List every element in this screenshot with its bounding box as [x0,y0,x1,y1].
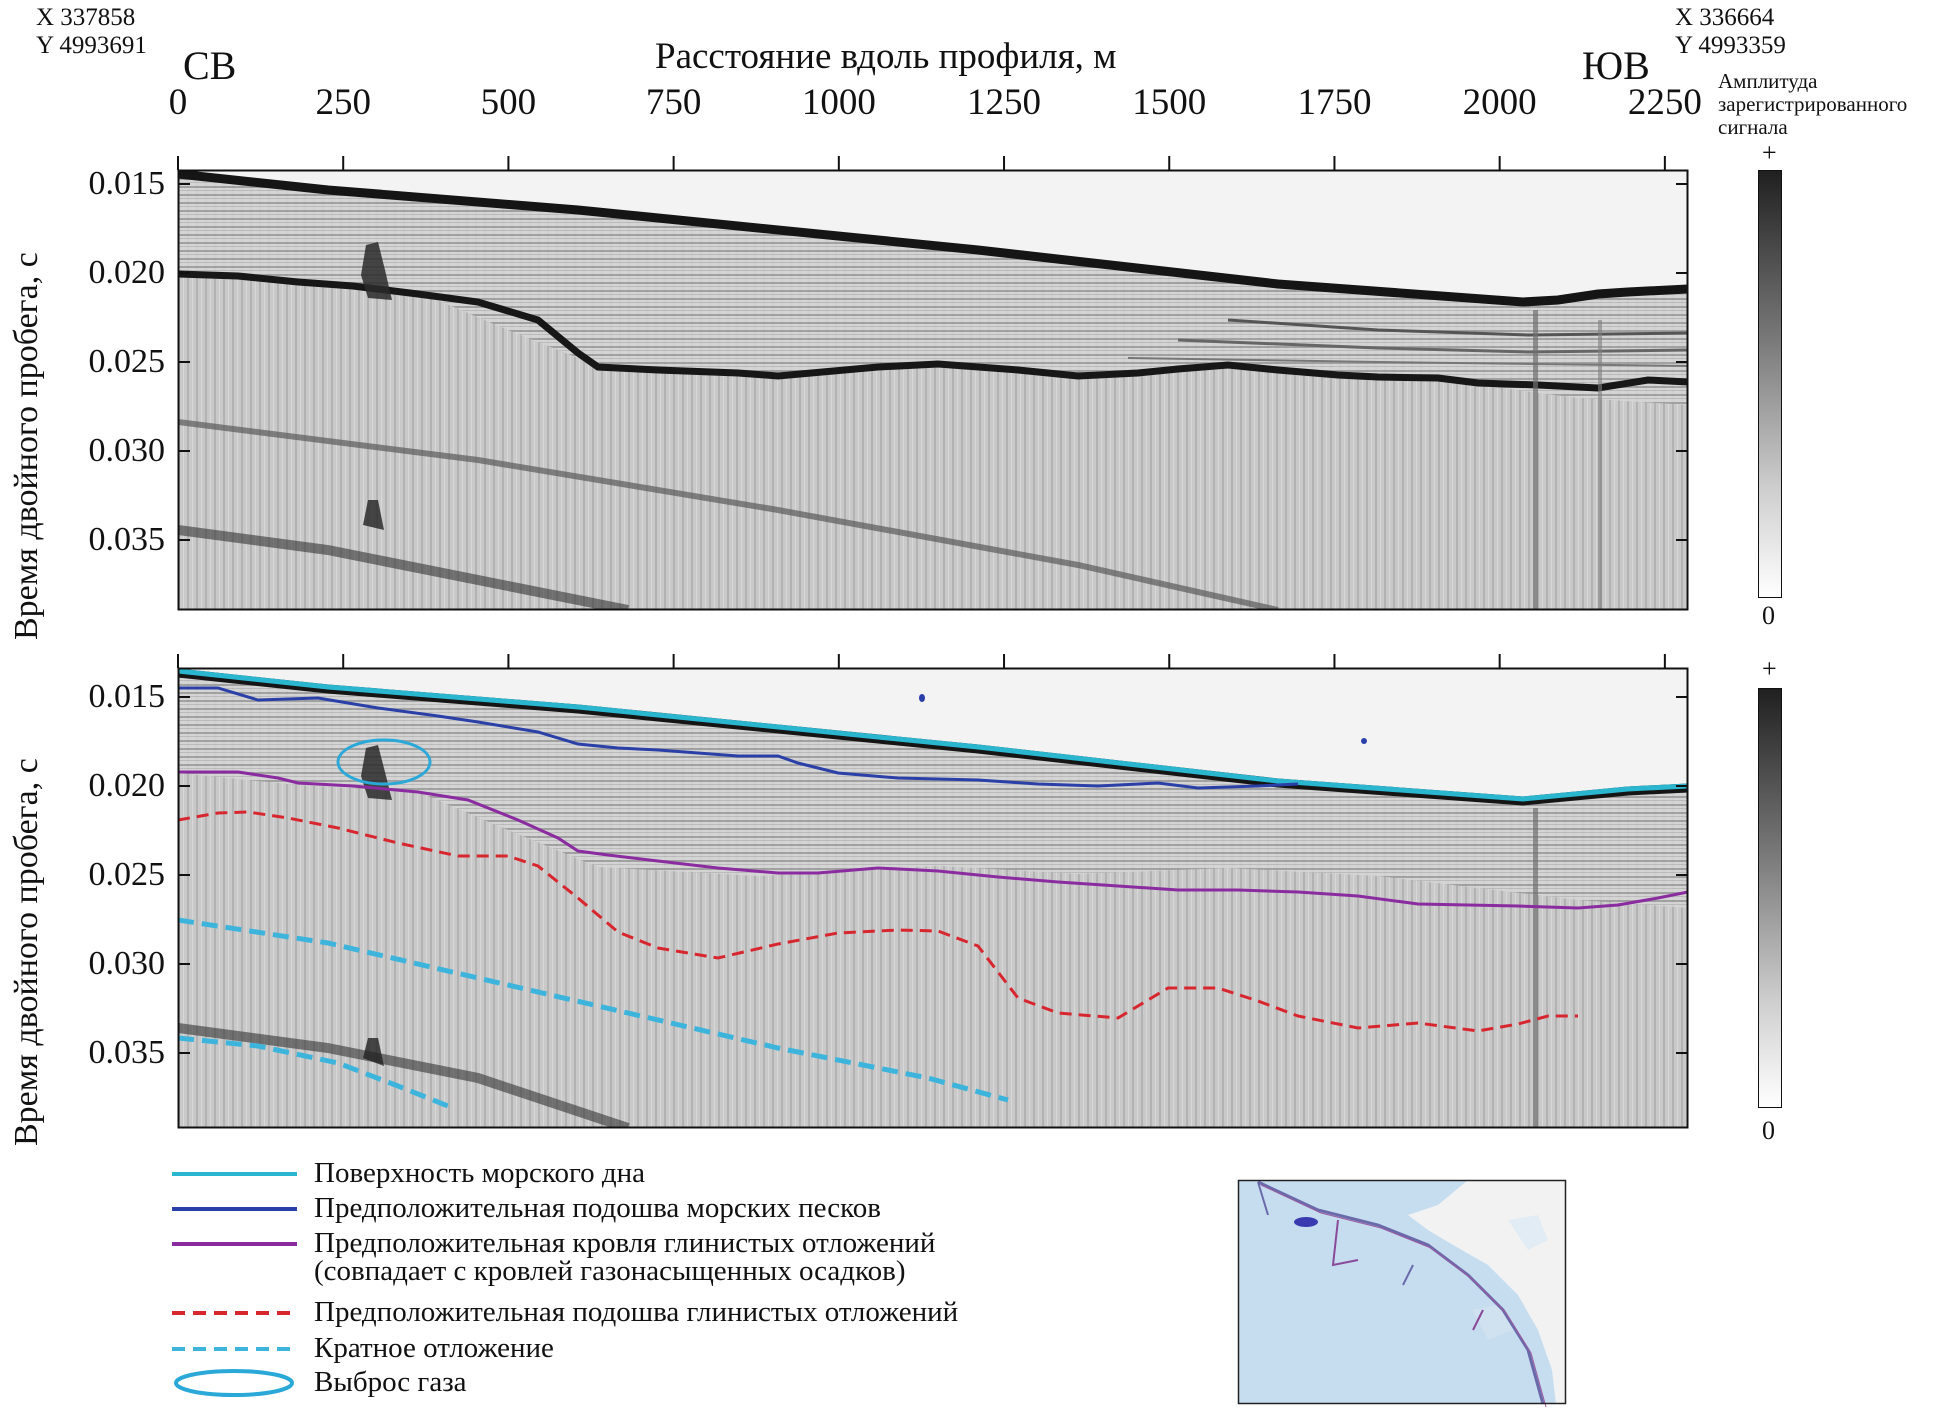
x-tick-label: 2250 [1627,82,1702,123]
legend-label-continuation: (совпадает с кровлей газонасыщенных осад… [314,1255,906,1287]
colorbar-title-line3: сигнала [1718,115,1788,139]
y-tick-label: 0.020 [88,767,166,804]
legend-label: Предположительная подошва глинистых отло… [314,1296,959,1328]
end-direction-label: ЮВ [1582,43,1650,88]
x-tick-label: 0 [168,82,188,123]
legend-label: Выброс газа [314,1366,467,1398]
sand-base-line [178,686,1299,790]
gas-seep-ellipse [336,738,432,786]
amplitude-colorbar-top [1758,170,1782,598]
x-tick-label: 1750 [1297,82,1372,123]
end-coordinate-y: Y 4993359 [1675,32,1786,59]
start-coordinate-x: X 337858 [36,4,136,31]
y-tick-label: 0.030 [88,945,166,982]
colorbar-max-label: + [1762,138,1777,167]
seismic-profile-bottom [177,667,1689,1129]
clay-top-line [178,770,1688,910]
seafloor-line [178,668,1688,802]
colorbar-title-line1: Амплитуда [1718,69,1818,93]
multiple-line [178,917,1009,1103]
x-axis-title: Расстояние вдоль профиля, м [655,36,1117,77]
x-tick-label: 2000 [1462,82,1537,123]
x-tick-label: 500 [480,82,537,123]
y-tick-label: 0.035 [88,1034,166,1071]
clay-base-line [178,810,1578,1033]
amplitude-colorbar-bottom [1758,688,1782,1108]
y-tick-label: 0.015 [88,165,166,202]
colorbar-title-line2: зарегистрированного [1718,92,1908,116]
x-tick-label: 250 [315,82,371,123]
colorbar-max-label: + [1762,654,1777,683]
x-tick-label: 1000 [801,82,876,123]
y-tick-label: 0.025 [88,343,166,380]
y-tick-label: 0.030 [88,432,166,469]
y-tick-label: 0.035 [88,521,166,558]
x-tick-label: 1500 [1132,82,1207,123]
location-map-inset [1237,1179,1567,1408]
start-coordinate-y: Y 4993691 [36,32,147,59]
legend-label: Кратное отложение [314,1332,554,1364]
legend-label: Поверхность морского дна [314,1157,646,1189]
end-coordinate-x: X 336664 [1675,4,1775,31]
y-tick-label: 0.025 [88,856,166,893]
seismic-profile-top [177,169,1689,611]
y-tick-label: 0.020 [88,254,166,291]
start-direction-label: СВ [183,43,237,88]
y-tick-label: 0.015 [88,678,166,715]
x-tick-label: 1250 [967,82,1042,123]
legend-label: Предположительная подошва морских песков [314,1192,881,1224]
multiple-line-lower [178,1035,449,1109]
x-tick-label: 750 [645,82,702,123]
colorbar-min-label: 0 [1762,601,1775,630]
legend-label: Предположительная кровля глинистых отлож… [314,1227,936,1259]
colorbar-min-label: 0 [1762,1116,1775,1145]
